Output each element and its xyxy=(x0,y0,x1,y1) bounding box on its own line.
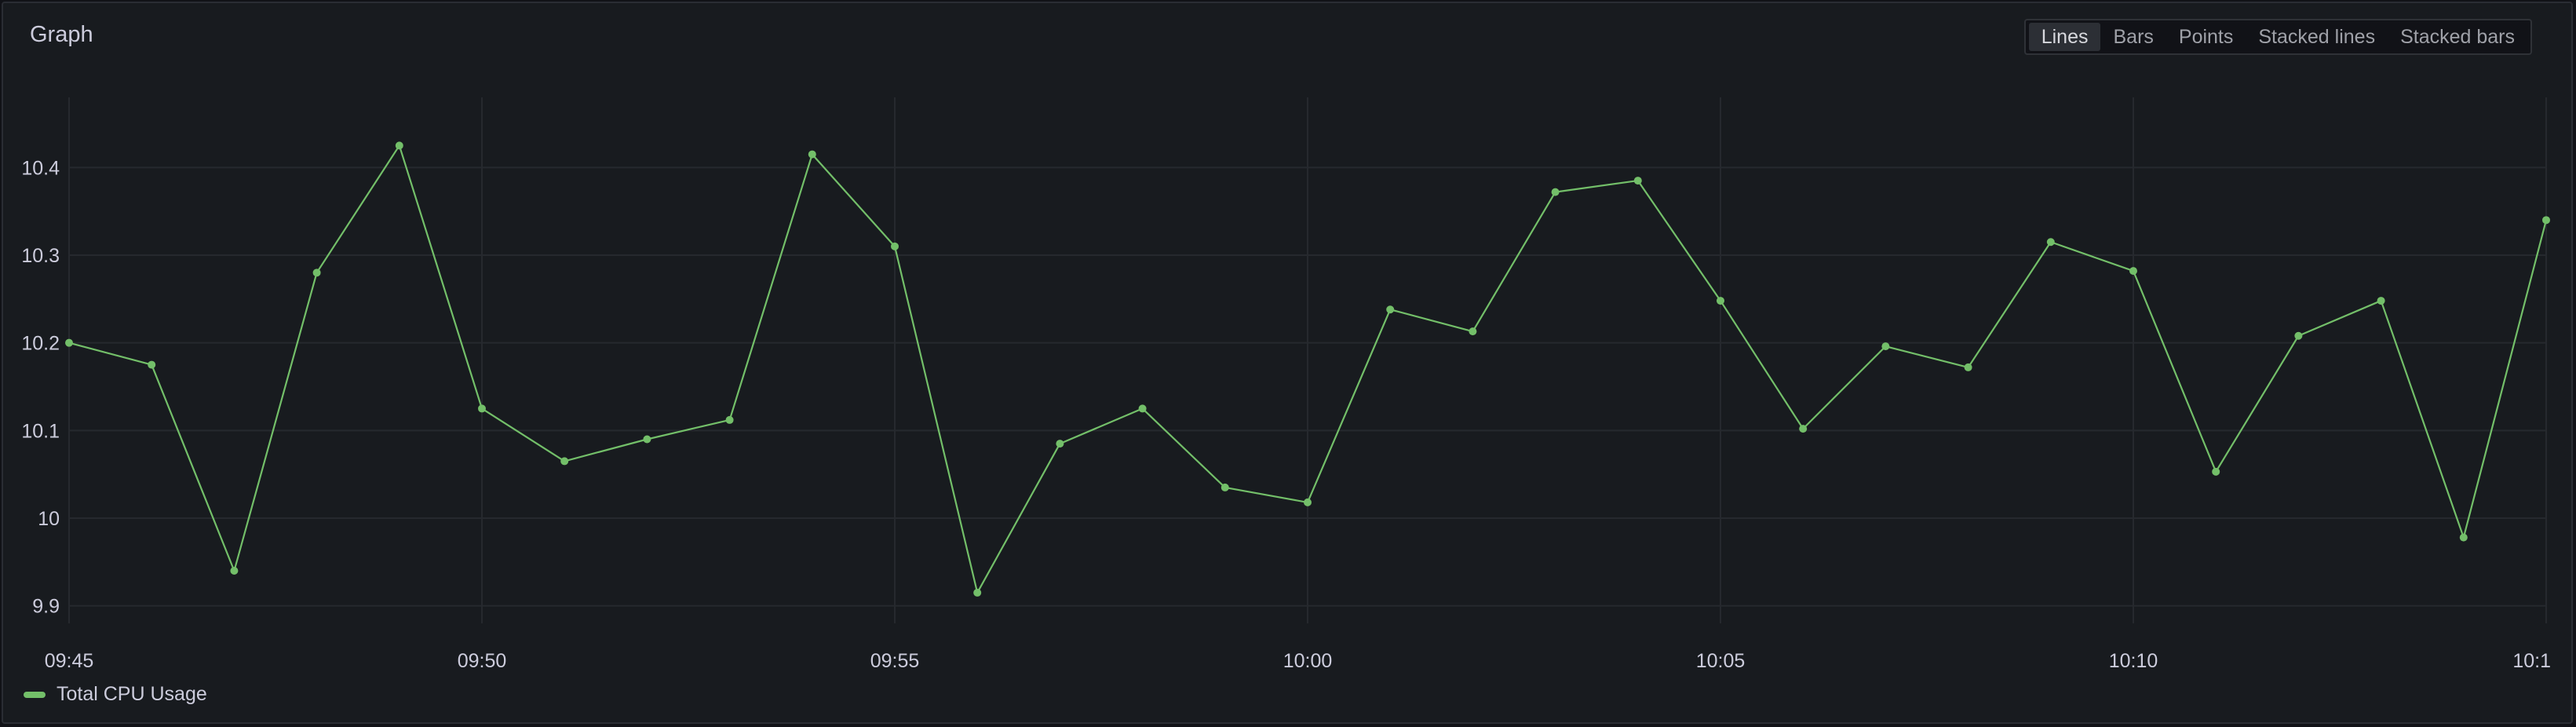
y-tick-label: 10.1 xyxy=(21,420,60,442)
data-point xyxy=(1717,297,1724,305)
data-point xyxy=(230,567,238,575)
data-point xyxy=(1469,327,1476,335)
data-point xyxy=(2047,238,2055,246)
data-point xyxy=(148,361,155,369)
data-point xyxy=(2129,267,2137,275)
x-tick-label: 10:00 xyxy=(1283,650,1333,672)
data-point xyxy=(2377,297,2385,305)
y-tick-label: 9.9 xyxy=(32,596,60,618)
legend-label: Total CPU Usage xyxy=(57,683,207,706)
data-point xyxy=(396,141,403,149)
data-point xyxy=(560,457,568,465)
data-point xyxy=(2542,216,2550,224)
x-tick-label: 09:50 xyxy=(458,650,507,672)
data-point xyxy=(1304,499,1312,506)
data-point xyxy=(2460,534,2468,542)
y-tick-label: 10 xyxy=(38,508,60,530)
x-tick-label: 09:55 xyxy=(870,650,920,672)
data-point xyxy=(1386,305,1394,313)
x-tick-label: 09:45 xyxy=(45,650,94,672)
data-point xyxy=(1056,440,1064,448)
data-point xyxy=(1634,177,1642,184)
data-point xyxy=(973,589,981,597)
data-point xyxy=(643,436,651,444)
data-point xyxy=(1965,364,1972,371)
legend-item-total-cpu-usage[interactable]: Total CPU Usage xyxy=(24,683,207,706)
data-point xyxy=(313,269,321,276)
data-point xyxy=(2294,332,2302,340)
x-tick-label: 10:10 xyxy=(2109,650,2158,672)
legend-color-swatch xyxy=(24,692,46,698)
x-tick-label: 10:1 xyxy=(2512,650,2551,672)
data-point xyxy=(1881,342,1889,350)
data-point xyxy=(1552,188,1560,196)
y-tick-label: 10.3 xyxy=(21,245,60,267)
data-point xyxy=(2212,468,2220,476)
x-tick-label: 10:05 xyxy=(1696,650,1746,672)
data-point xyxy=(808,151,816,159)
data-point xyxy=(1221,484,1229,491)
y-tick-label: 10.4 xyxy=(21,157,60,179)
data-point xyxy=(1139,404,1147,412)
time-series-chart[interactable]: 9.9 10 10.1 10.2 10.3 10.4 09:45 09:50 09:55 10:0… xyxy=(3,3,2573,724)
data-point xyxy=(726,416,734,424)
data-point xyxy=(1799,425,1807,433)
data-point xyxy=(478,404,486,412)
data-point xyxy=(65,339,73,347)
data-point xyxy=(891,243,899,250)
y-tick-label: 10.2 xyxy=(21,333,60,355)
